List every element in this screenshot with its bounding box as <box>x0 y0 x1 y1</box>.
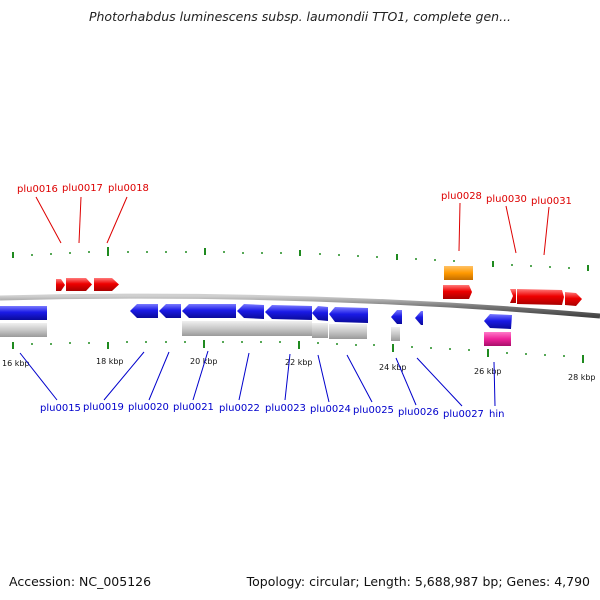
genome-title: Photorhabdus luminescens subsp. laumondi… <box>88 9 512 24</box>
accession-text: Accession: NC_005126 <box>9 574 152 589</box>
genome-summary-text: Topology: circular; Length: 5,688,987 bp… <box>246 574 590 589</box>
leader-plu0020 <box>148 351 170 401</box>
label-plu0021[interactable]: plu0021 <box>173 402 214 413</box>
label-plu0031[interactable]: plu0031 <box>531 196 572 207</box>
label-plu0028[interactable]: plu0028 <box>441 191 482 202</box>
scale-label-16kbp: 16 kbp <box>2 359 30 368</box>
gene-plu0020[interactable] <box>159 304 181 318</box>
reverse-strand-genes <box>0 304 512 329</box>
gray-band-4[interactable] <box>329 324 367 339</box>
leader-plu0016 <box>35 196 62 244</box>
leader-plu0015 <box>19 352 58 401</box>
top-gene-labels: plu0016 plu0017 plu0018 plu0028 plu0030 … <box>17 183 572 207</box>
leader-plu0017 <box>78 196 82 244</box>
scale-label-26kbp: 26 kbp <box>474 367 502 376</box>
leader-plu0031 <box>543 206 550 256</box>
scale-label-24kbp: 24 kbp <box>379 363 407 372</box>
gene-plu0025[interactable] <box>329 307 368 323</box>
leader-plu0019 <box>103 351 145 401</box>
gene-plu0021[interactable] <box>182 304 236 318</box>
gray-band-5[interactable] <box>391 327 400 341</box>
gray-band-1[interactable] <box>0 323 47 337</box>
label-plu0019[interactable]: plu0019 <box>83 402 124 413</box>
gene-plu0022[interactable] <box>237 304 264 319</box>
gene-plu0017[interactable] <box>66 278 92 291</box>
label-plu0015[interactable]: plu0015 <box>40 403 81 414</box>
leader-plu0026 <box>395 357 417 406</box>
label-plu0025[interactable]: plu0025 <box>353 405 394 416</box>
gene-plu0019[interactable] <box>130 304 158 318</box>
label-plu0023[interactable]: plu0023 <box>265 403 306 414</box>
label-plu0020[interactable]: plu0020 <box>128 402 169 413</box>
bottom-gene-labels: plu0015 plu0019 plu0020 plu0021 plu0022 … <box>40 402 504 420</box>
forward-strand-genes <box>56 266 582 306</box>
leader-plu0030 <box>505 205 517 254</box>
label-plu0016[interactable]: plu0016 <box>17 184 58 195</box>
leader-plu0023 <box>284 353 291 401</box>
magenta-feature[interactable] <box>484 332 511 346</box>
gene-plu0027[interactable] <box>415 311 423 325</box>
genome-backbone <box>0 293 600 319</box>
gene-hin[interactable] <box>484 314 512 329</box>
gray-feature-bands <box>0 321 511 346</box>
leader-plu0024 <box>317 354 330 403</box>
inner-tick-row <box>12 340 584 363</box>
gene-plu0016[interactable] <box>56 279 65 291</box>
gene-plu0024[interactable] <box>312 306 328 321</box>
gene-plu0018[interactable] <box>94 278 119 291</box>
scale-label-20kbp: 20 kbp <box>190 357 218 366</box>
scale-label-22kbp: 22 kbp <box>285 358 313 367</box>
feature-plu0028-orange[interactable] <box>444 266 473 280</box>
outer-minor-ticks <box>31 251 570 269</box>
bottom-label-leaders <box>19 350 496 407</box>
gene-plu0023[interactable] <box>265 305 312 320</box>
leader-plu0025 <box>346 354 373 403</box>
leader-plu0022 <box>238 352 250 401</box>
label-plu0024[interactable]: plu0024 <box>310 404 351 415</box>
leader-plu0018 <box>106 196 128 244</box>
label-plu0030[interactable]: plu0030 <box>486 194 527 205</box>
leader-hin <box>493 361 496 407</box>
label-plu0027[interactable]: plu0027 <box>443 409 484 420</box>
outer-tick-row <box>12 247 589 271</box>
inner-minor-ticks <box>31 341 565 357</box>
label-plu0026[interactable]: plu0026 <box>398 407 439 418</box>
leader-plu0028 <box>458 202 461 252</box>
label-hin[interactable]: hin <box>489 409 504 420</box>
leader-plu0021 <box>192 350 209 401</box>
gene-plu0028[interactable] <box>443 285 472 299</box>
label-plu0022[interactable]: plu0022 <box>219 403 260 414</box>
scale-label-18kbp: 18 kbp <box>96 357 124 366</box>
gene-plu0030[interactable] <box>510 289 516 303</box>
leader-plu0027 <box>416 357 463 407</box>
label-plu0018[interactable]: plu0018 <box>108 183 149 194</box>
gray-band-2[interactable] <box>182 321 312 336</box>
gene-plu0026[interactable] <box>391 310 402 324</box>
gray-band-3[interactable] <box>312 323 328 338</box>
label-plu0017[interactable]: plu0017 <box>62 183 103 194</box>
scale-label-28kbp: 28 kbp <box>568 373 596 382</box>
gene-plu0030-main[interactable] <box>517 289 564 305</box>
top-label-leaders <box>35 196 550 256</box>
gene-plu0015[interactable] <box>0 306 47 320</box>
gene-plu0031[interactable] <box>565 292 582 306</box>
